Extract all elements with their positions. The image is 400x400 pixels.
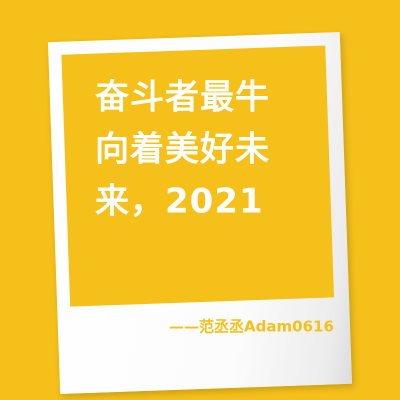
photo-card: 奋斗者最牛 向着美好未 来，2021 ——范丞丞Adam0616 xyxy=(47,32,353,394)
quote-line-3: 来，2021 xyxy=(95,181,264,222)
quote-panel: 奋斗者最牛 向着美好未 来，2021 xyxy=(61,45,335,307)
quote-text: 奋斗者最牛 向着美好未 来，2021 xyxy=(95,72,270,228)
signature: ——范丞丞Adam0616 xyxy=(169,317,335,336)
quote-line-2: 向着美好未 xyxy=(95,129,271,170)
quote-line-1: 奋斗者最牛 xyxy=(95,77,271,118)
